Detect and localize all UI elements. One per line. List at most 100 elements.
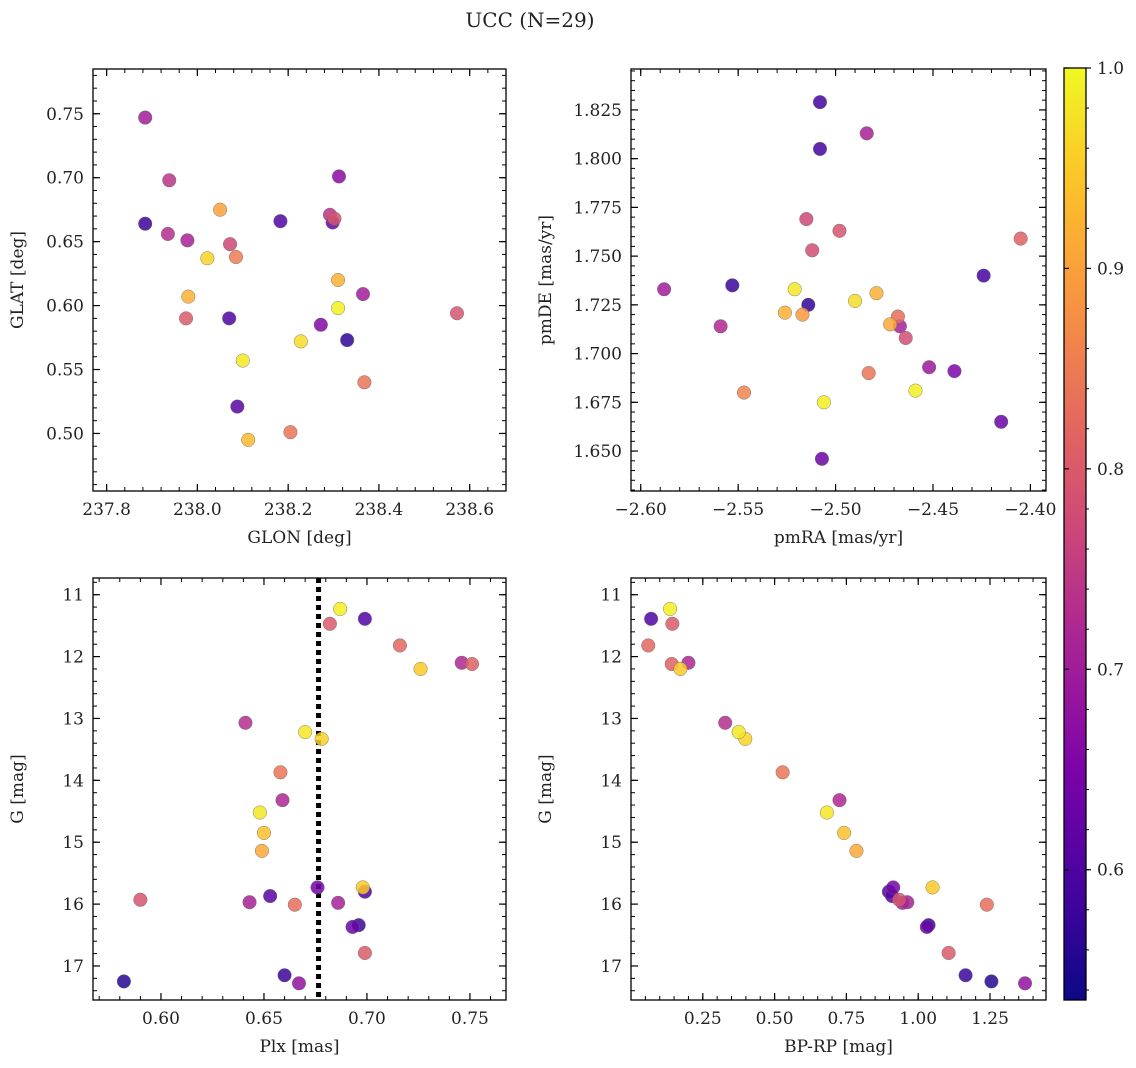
data-point <box>886 880 901 895</box>
data-point <box>392 638 407 653</box>
data-point <box>356 287 371 302</box>
y-axis-label: GLAT [deg] <box>8 231 28 329</box>
data-point <box>345 919 360 934</box>
data-point <box>180 233 195 248</box>
axes-frame <box>92 577 507 1001</box>
data-point <box>138 110 153 125</box>
y-tick-label: 1.800 <box>573 150 622 170</box>
y-tick-label: 17 <box>62 957 84 977</box>
data-point <box>644 611 659 626</box>
y-tick-label: 14 <box>600 771 622 791</box>
data-point <box>287 897 302 912</box>
y-tick-label: 1.825 <box>573 101 622 121</box>
data-point <box>837 825 852 840</box>
data-point <box>263 889 278 904</box>
data-point <box>848 293 863 308</box>
data-point <box>925 880 940 895</box>
data-point <box>333 601 348 616</box>
data-point <box>816 395 831 410</box>
x-tick-label: 238.0 <box>173 500 222 520</box>
x-tick-label: 238.4 <box>355 500 404 520</box>
data-point <box>713 319 728 334</box>
data-point <box>355 880 370 895</box>
y-tick-label: 15 <box>600 833 622 853</box>
x-tick-label: 0.25 <box>684 1009 722 1029</box>
data-point <box>731 725 746 740</box>
y-axis-label: G [mag] <box>536 754 556 823</box>
x-tick-label: −2.45 <box>907 500 959 520</box>
data-point <box>898 330 913 345</box>
y-tick-label: 15 <box>62 833 84 853</box>
x-tick-label: −2.50 <box>810 500 862 520</box>
data-point <box>277 968 292 983</box>
data-point <box>859 126 874 141</box>
data-point <box>663 601 678 616</box>
data-point <box>241 432 256 447</box>
data-point <box>725 278 740 293</box>
data-point <box>665 616 680 631</box>
data-point <box>861 366 876 381</box>
y-tick-label: 13 <box>600 709 622 729</box>
y-tick-label: 11 <box>600 586 622 606</box>
colorbar-tick-label: 0.9 <box>1097 259 1124 279</box>
data-point <box>310 880 325 895</box>
data-point <box>331 895 346 910</box>
data-point <box>979 897 994 912</box>
data-point <box>331 273 346 288</box>
data-point <box>777 305 792 320</box>
data-point <box>641 638 656 653</box>
data-point <box>922 360 937 375</box>
data-point <box>162 173 177 188</box>
data-point <box>331 301 346 316</box>
data-point <box>819 805 834 820</box>
panel-plx-g: 0.60 0.65 0.70 0.75 11 12 13 14 15 16 17 Plx [mas] G… <box>8 577 507 1057</box>
x-axis-label: BP-RP [mag] <box>784 1037 893 1057</box>
data-point <box>181 289 196 304</box>
data-point <box>657 282 672 297</box>
data-point <box>908 383 923 398</box>
data-point <box>273 214 288 229</box>
data-point <box>298 725 313 740</box>
x-tick-label: 238.6 <box>445 500 494 520</box>
data-point <box>116 974 131 989</box>
data-point <box>869 286 884 301</box>
data-point <box>832 793 847 808</box>
y-tick-label: 0.50 <box>46 424 84 444</box>
y-tick-label: 0.75 <box>46 105 84 125</box>
figure-title: UCC (N=29) <box>465 8 594 32</box>
data-point <box>775 765 790 780</box>
y-tick-label: 17 <box>600 957 622 977</box>
x-tick-label: 0.60 <box>142 1009 180 1029</box>
x-tick-label: 237.8 <box>82 500 131 520</box>
axes-frame <box>630 577 1047 1001</box>
data-point <box>254 843 269 858</box>
data-point <box>737 385 752 400</box>
data-point <box>984 974 999 989</box>
data-point <box>322 616 337 631</box>
data-point <box>235 353 250 368</box>
data-point <box>892 892 907 907</box>
x-axis-label: pmRA [mas/yr] <box>774 528 903 548</box>
y-tick-label: 16 <box>62 895 84 915</box>
data-point <box>799 212 814 227</box>
x-axis-label: Plx [mas] <box>259 1037 339 1057</box>
y-tick-label: 12 <box>62 648 84 668</box>
data-point <box>1018 976 1033 991</box>
colorbar-gradient <box>1063 67 1087 1001</box>
data-point <box>465 657 480 672</box>
data-point <box>449 306 464 321</box>
data-point <box>849 843 864 858</box>
data-point <box>919 919 934 934</box>
data-point <box>223 237 238 252</box>
y-tick-label: 1.725 <box>573 296 622 316</box>
data-point <box>883 317 898 332</box>
data-point <box>340 333 355 348</box>
data-point <box>213 202 228 217</box>
panel-pmra-pmde: −2.60 −2.55 −2.50 −2.45 −2.40 1.650 1.675 1.700… <box>536 68 1056 548</box>
y-axis-label: G [mag] <box>8 754 28 823</box>
data-point <box>273 765 288 780</box>
axes-frame <box>92 68 507 492</box>
data-point <box>795 307 810 322</box>
data-point <box>805 243 820 258</box>
